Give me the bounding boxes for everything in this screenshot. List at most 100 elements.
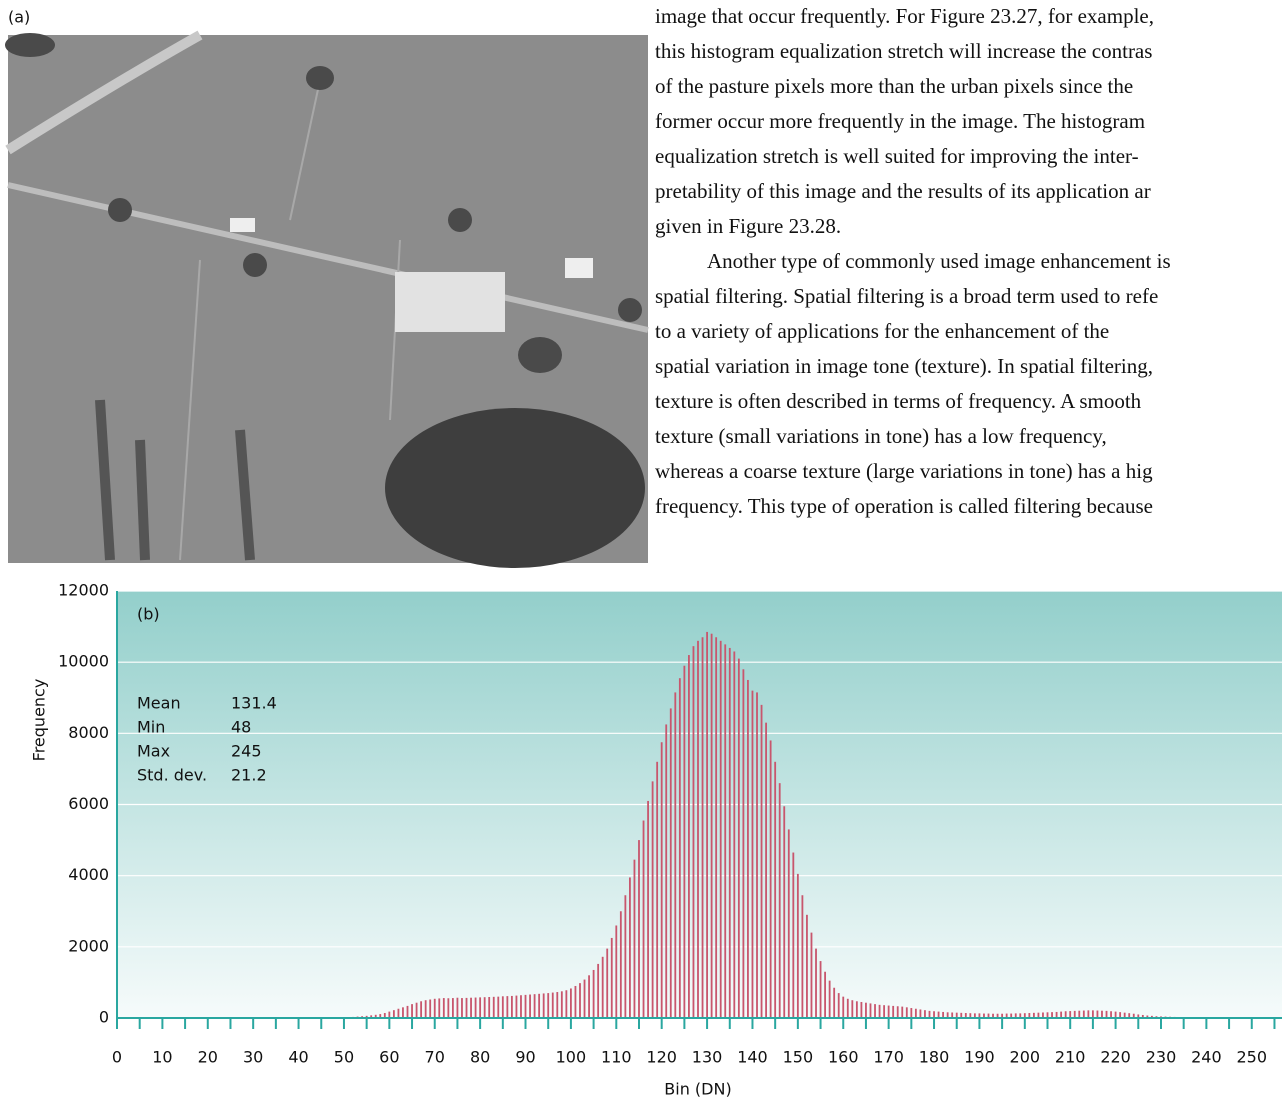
- bar: [1019, 1013, 1022, 1018]
- bar: [579, 983, 581, 1018]
- y-tick-label: 6000: [68, 794, 109, 813]
- bar: [969, 1013, 972, 1018]
- x-tick-label: 110: [601, 1048, 632, 1067]
- bar: [724, 644, 727, 1018]
- bar: [1119, 1012, 1122, 1018]
- bar: [601, 956, 604, 1018]
- bar: [806, 914, 808, 1018]
- bar: [905, 1007, 908, 1018]
- bar: [629, 877, 631, 1018]
- bar: [497, 996, 500, 1018]
- bar: [429, 999, 432, 1018]
- bar: [1105, 1010, 1108, 1018]
- bar: [1101, 1010, 1103, 1018]
- text-line: to a variety of applications for the enh…: [655, 319, 1109, 343]
- body-text: image that occur frequently. For Figure …: [655, 4, 1171, 518]
- x-tick-label: 30: [243, 1048, 263, 1067]
- bar: [542, 993, 545, 1018]
- bar: [1137, 1014, 1140, 1018]
- bar: [610, 937, 613, 1018]
- bar: [370, 1015, 373, 1018]
- bar: [747, 679, 749, 1018]
- bar: [683, 665, 686, 1018]
- bar: [674, 692, 677, 1018]
- bar: [1132, 1013, 1135, 1018]
- text-line: former occur more frequently in the imag…: [655, 109, 1145, 133]
- bar: [1128, 1013, 1131, 1018]
- text-line: Another type of commonly used image enha…: [707, 249, 1171, 273]
- text-line: given in Figure 23.28.: [655, 214, 841, 238]
- x-tick-label: 170: [873, 1048, 904, 1067]
- bar: [824, 971, 827, 1018]
- bar: [678, 678, 681, 1018]
- bar: [960, 1012, 963, 1018]
- bar: [760, 704, 763, 1018]
- bar: [860, 1001, 863, 1018]
- bar: [710, 633, 713, 1018]
- text-line: spatial variation in image tone (texture…: [655, 354, 1153, 378]
- bar: [1141, 1014, 1144, 1018]
- bar: [733, 651, 736, 1018]
- bar: [951, 1012, 954, 1018]
- bar: [865, 1002, 867, 1018]
- bar: [533, 994, 536, 1018]
- x-tick-label: 230: [1146, 1048, 1177, 1067]
- bar: [619, 911, 622, 1018]
- bar: [415, 1002, 418, 1018]
- stat-name: Min: [137, 718, 165, 737]
- x-tick-label: 240: [1191, 1048, 1222, 1067]
- x-tick-label: 100: [556, 1048, 587, 1067]
- bar: [996, 1013, 999, 1018]
- bar: [1037, 1012, 1040, 1018]
- bar: [688, 655, 690, 1018]
- text-line: equalization stretch is well suited for …: [655, 144, 1139, 168]
- bar: [456, 997, 459, 1018]
- bar: [470, 997, 472, 1018]
- bar: [529, 994, 531, 1018]
- bar: [1082, 1010, 1085, 1018]
- x-tick-label: 160: [828, 1048, 859, 1067]
- bar: [488, 997, 491, 1018]
- bar: [365, 1015, 368, 1018]
- bar: [928, 1010, 931, 1018]
- bar: [411, 1004, 413, 1018]
- bar: [642, 820, 645, 1018]
- text-line: whereas a coarse texture (large variatio…: [655, 459, 1153, 483]
- x-tick-label: 60: [379, 1048, 399, 1067]
- stat-name: Max: [137, 742, 170, 761]
- bar: [924, 1010, 926, 1018]
- bar: [1060, 1011, 1063, 1018]
- x-tick-label: 150: [783, 1048, 814, 1067]
- stat-value: 21.2: [231, 766, 267, 785]
- bar: [510, 995, 513, 1018]
- bar: [669, 708, 672, 1018]
- bar: [883, 1005, 886, 1018]
- bar: [406, 1005, 409, 1018]
- bar: [901, 1006, 904, 1018]
- bar: [796, 873, 799, 1018]
- x-tick-label: 20: [198, 1048, 218, 1067]
- bar: [983, 1013, 985, 1018]
- x-tick-label: 40: [288, 1048, 308, 1067]
- x-tick-label: 70: [425, 1048, 445, 1067]
- bar: [919, 1009, 922, 1018]
- bar: [810, 932, 813, 1018]
- x-tick-label: 220: [1100, 1048, 1131, 1067]
- x-tick-label: 10: [152, 1048, 172, 1067]
- bar: [706, 631, 708, 1018]
- bar: [420, 1001, 423, 1018]
- bar: [1114, 1011, 1117, 1018]
- bar: [942, 1011, 945, 1018]
- bar: [987, 1013, 990, 1018]
- bar: [515, 995, 518, 1018]
- bar: [892, 1005, 895, 1018]
- x-tick-label: 140: [737, 1048, 768, 1067]
- bar: [1146, 1015, 1149, 1018]
- bar: [501, 996, 504, 1018]
- x-tick-label: 200: [1010, 1048, 1041, 1067]
- bar: [910, 1008, 913, 1018]
- bar: [479, 997, 482, 1018]
- bar: [465, 997, 468, 1018]
- bar: [701, 637, 704, 1018]
